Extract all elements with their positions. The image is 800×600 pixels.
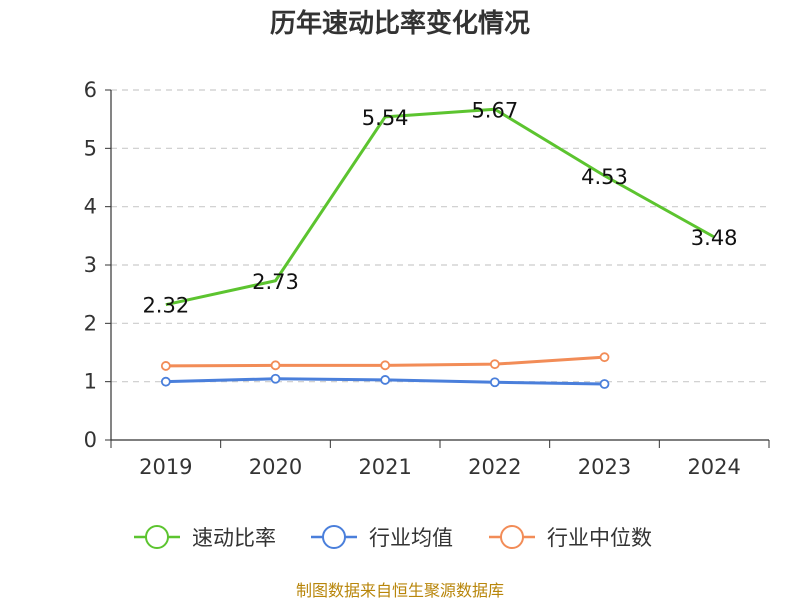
x-tick-label: 2022: [468, 455, 521, 479]
legend[interactable]: 速动比率 行业均值 行业中位数: [134, 525, 652, 550]
chart-title: 历年速动比率变化情况: [270, 8, 530, 39]
series-layer: [160, 107, 715, 389]
series-point: [380, 375, 391, 385]
series-point: [599, 352, 610, 363]
series-point: [160, 376, 171, 387]
series-point: [160, 361, 171, 371]
grid: [111, 89, 769, 383]
x-tick-label: 2020: [249, 455, 302, 479]
series-point: [599, 379, 610, 389]
legend-label: 速动比率: [192, 526, 276, 550]
y-tick-label: 1: [84, 370, 97, 394]
y-tick-label: 0: [84, 428, 97, 452]
y-tick-label: 5: [84, 136, 97, 160]
data-label: 2.32: [142, 294, 189, 318]
data-label: 4.53: [581, 165, 628, 189]
data-label: 5.54: [362, 106, 409, 130]
legend-marker: [500, 525, 524, 549]
series-point: [489, 377, 500, 388]
legend-label: 行业中位数: [547, 526, 652, 550]
legend-marker: [145, 525, 169, 549]
y-tick-label: 6: [84, 78, 97, 102]
x-tick-label: 2023: [578, 455, 631, 479]
legend-marker: [322, 525, 346, 549]
x-tick-label: 2024: [687, 455, 740, 479]
legend-item-2[interactable]: 行业中位数: [489, 525, 652, 550]
data-labels: 2.32 2.73 5.54 5.67 4.53 3.48: [142, 98, 737, 317]
series-point: [270, 360, 281, 371]
series-point: [489, 359, 500, 370]
legend-item-0[interactable]: 速动比率: [134, 525, 276, 550]
legend-label: 行业均值: [369, 526, 453, 550]
x-tick-label: 2019: [139, 455, 192, 479]
y-tick-label: 4: [84, 195, 97, 219]
series-point: [380, 360, 391, 371]
data-label: 3.48: [691, 226, 738, 250]
series-line-0: [165, 107, 715, 307]
y-tick-label: 2: [84, 311, 97, 335]
y-tick-label: 3: [84, 253, 97, 277]
series-point: [270, 373, 281, 384]
x-tick-label: 2021: [358, 455, 411, 479]
data-label: 2.73: [252, 270, 299, 294]
data-label: 5.67: [471, 98, 518, 122]
legend-item-1[interactable]: 行业均值: [311, 525, 453, 550]
axes: 0 1 2 3 4 5 6 2019 2020 2021 2022 2023 2024: [84, 78, 770, 479]
source-note: 制图数据来自恒生聚源数据库: [296, 581, 504, 600]
